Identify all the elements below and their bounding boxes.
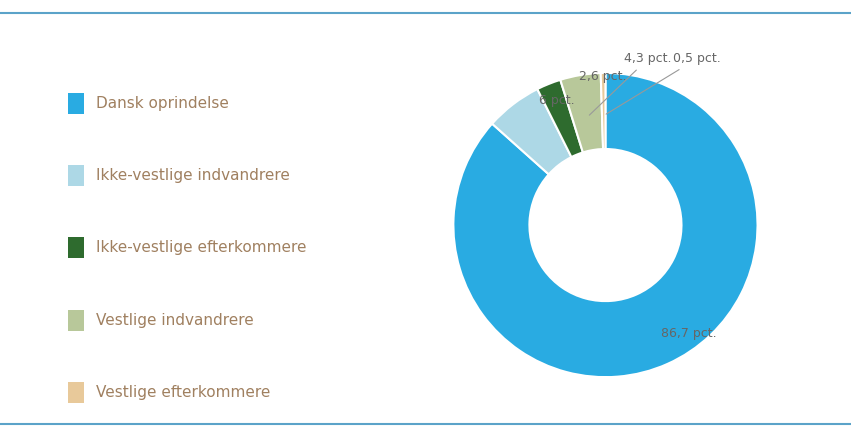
FancyBboxPatch shape xyxy=(68,93,84,114)
Text: Ikke-vestlige efterkommere: Ikke-vestlige efterkommere xyxy=(95,240,306,255)
Text: Vestlige indvandrere: Vestlige indvandrere xyxy=(95,312,254,328)
Text: Dansk oprindelse: Dansk oprindelse xyxy=(95,96,228,111)
Text: 6 pct.: 6 pct. xyxy=(539,94,574,107)
Text: 4,3 pct.: 4,3 pct. xyxy=(590,52,671,115)
Text: 0,5 pct.: 0,5 pct. xyxy=(606,52,721,114)
Wedge shape xyxy=(454,73,757,377)
FancyBboxPatch shape xyxy=(68,310,84,330)
Wedge shape xyxy=(601,73,605,149)
Wedge shape xyxy=(537,80,583,157)
Wedge shape xyxy=(560,73,603,153)
Wedge shape xyxy=(492,89,571,174)
Text: Vestlige efterkommere: Vestlige efterkommere xyxy=(95,385,270,400)
FancyBboxPatch shape xyxy=(68,165,84,186)
Text: Ikke-vestlige indvandrere: Ikke-vestlige indvandrere xyxy=(95,168,289,183)
Text: 86,7 pct.: 86,7 pct. xyxy=(661,327,717,340)
FancyBboxPatch shape xyxy=(68,382,84,403)
FancyBboxPatch shape xyxy=(68,237,84,258)
Text: 2,6 pct.: 2,6 pct. xyxy=(579,69,626,83)
